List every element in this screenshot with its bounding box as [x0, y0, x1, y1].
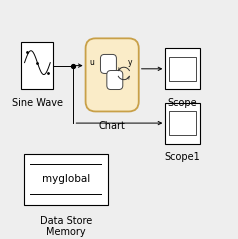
Text: myglobal: myglobal — [41, 174, 90, 184]
Bar — [24, 153, 108, 205]
Bar — [21, 42, 54, 89]
Text: Scope: Scope — [168, 98, 197, 108]
Text: y: y — [128, 58, 132, 67]
Text: u: u — [89, 58, 94, 67]
FancyBboxPatch shape — [107, 71, 123, 90]
Text: Data Store
Memory: Data Store Memory — [40, 216, 92, 237]
Bar — [165, 103, 200, 144]
FancyBboxPatch shape — [86, 38, 139, 111]
Text: Chart: Chart — [99, 121, 126, 131]
Text: Scope1: Scope1 — [165, 152, 200, 163]
Bar — [165, 48, 200, 89]
FancyBboxPatch shape — [100, 54, 116, 73]
Bar — [169, 111, 196, 135]
Bar — [169, 56, 196, 81]
Text: Sine Wave: Sine Wave — [12, 98, 63, 108]
